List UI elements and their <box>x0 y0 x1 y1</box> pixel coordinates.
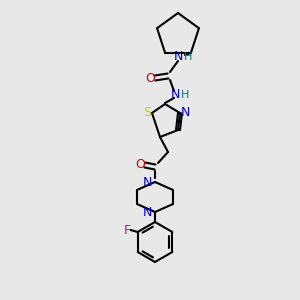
Text: O: O <box>135 158 145 172</box>
Text: H: H <box>184 52 192 62</box>
Text: N: N <box>142 176 152 188</box>
Text: S: S <box>143 106 151 119</box>
Text: N: N <box>170 88 180 101</box>
Text: O: O <box>145 71 155 85</box>
Text: N: N <box>180 106 190 119</box>
Text: F: F <box>124 224 131 236</box>
Text: N: N <box>142 206 152 218</box>
Text: N: N <box>173 50 183 64</box>
Text: H: H <box>181 90 189 100</box>
